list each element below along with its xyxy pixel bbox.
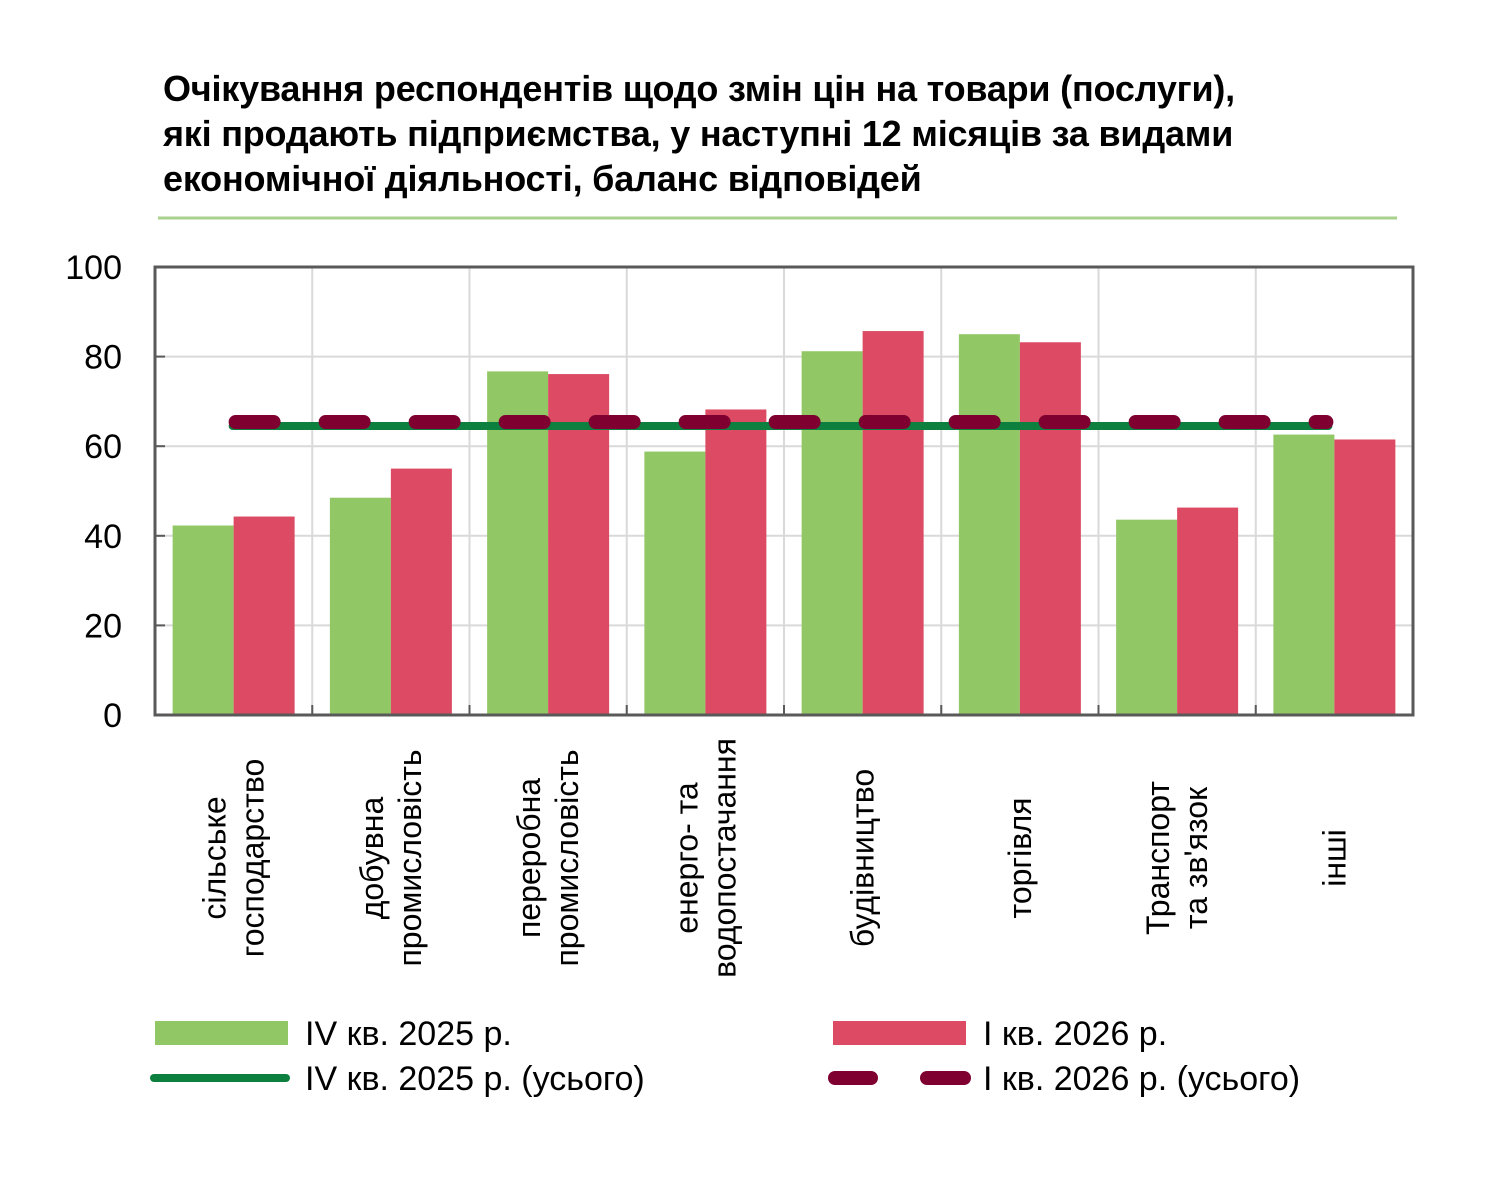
y-axis-ticks: 0 20 40 60 80 100 [65, 249, 165, 735]
bar-series-2 [1334, 439, 1396, 715]
bar-series-1 [1273, 434, 1335, 715]
x-tick-label-line: будівництво [845, 769, 881, 947]
x-tick-label: сільське господарство [197, 759, 271, 958]
x-tick-label-line: енерго- та [668, 782, 704, 934]
legend-item: IV кв. 2025 р. (усього) [150, 1060, 645, 1098]
y-tick-label: 100 [65, 249, 122, 287]
x-tick-label: переробна промисловість [511, 749, 585, 966]
x-tick-label-line: торгівля [1002, 798, 1038, 919]
bar-series-2 [862, 331, 924, 715]
x-tick-label: торгівля [1002, 798, 1038, 919]
bar-series-1 [801, 351, 863, 715]
legend-swatch [155, 1021, 288, 1045]
legend-item: I кв. 2026 р. [833, 1015, 1167, 1053]
legend-label: I кв. 2026 р. (усього) [983, 1060, 1300, 1098]
x-tick-label: енерго- та водопостачання [668, 738, 742, 978]
y-tick-label: 0 [103, 697, 122, 735]
bar-series-2 [390, 468, 452, 715]
x-tick-label: Транспорт та зв'язок [1140, 781, 1214, 935]
x-tick-label-line: сільське [197, 796, 233, 919]
bar-series-2 [1019, 342, 1081, 715]
bars [172, 331, 1396, 715]
legend-item: I кв. 2026 р. (усього) [828, 1060, 1300, 1098]
chart-title-line-1: Очікування респондентів щодо змін цін на… [163, 68, 1235, 109]
chart-title-line-2: які продають підприємства, у наступні 12… [163, 113, 1234, 154]
y-tick-label: 60 [84, 428, 122, 466]
bar-series-1 [958, 334, 1020, 715]
x-tick-label-line: промисловість [392, 749, 428, 966]
legend-label: IV кв. 2025 р. [305, 1015, 512, 1053]
x-tick-label: інші [1316, 829, 1352, 887]
x-tick-label-line: та зв'язок [1178, 786, 1214, 929]
bar-series-2 [548, 374, 610, 715]
bar-series-1 [644, 451, 706, 715]
bar-series-2 [233, 516, 295, 715]
x-tick-label-line: добувна [354, 797, 390, 920]
y-tick-label: 80 [84, 339, 122, 377]
legend-label: I кв. 2026 р. [983, 1015, 1167, 1053]
total-lines [228, 415, 1334, 431]
y-tick-label: 20 [84, 607, 122, 645]
plot-frame [153, 265, 1415, 717]
bar-series-1 [329, 497, 391, 715]
x-tick-label-line: господарство [235, 759, 271, 958]
y-tick-label: 40 [84, 518, 122, 556]
legend-label: IV кв. 2025 р. (усього) [305, 1060, 645, 1098]
chart-title-line-3: економічної діяльності, баланс відповіде… [163, 158, 922, 199]
x-tick-label-line: інші [1316, 829, 1352, 887]
x-tick-label: будівництво [845, 769, 881, 947]
x-tick-label-line: переробна [511, 778, 547, 938]
legend-item: IV кв. 2025 р. [155, 1015, 512, 1053]
legend: IV кв. 2025 р. I кв. 2026 р. IV кв. 2025 р… [150, 1015, 1300, 1098]
x-tick-label-line: промисловість [549, 749, 585, 966]
bar-series-1 [172, 525, 234, 715]
bar-series-1 [1116, 519, 1178, 715]
legend-swatch [833, 1021, 966, 1045]
chart-title: Очікування респондентів щодо змін цін на… [163, 66, 1423, 201]
x-tick-label-line: водопостачання [706, 738, 742, 978]
bar-series-2 [1177, 507, 1239, 715]
x-tick-label-line: Транспорт [1140, 781, 1176, 935]
bar-series-2 [705, 409, 767, 715]
x-tick-label: добувна промисловість [354, 749, 428, 966]
x-axis-labels: сільське господарство добувна промисловість… [197, 738, 1353, 978]
